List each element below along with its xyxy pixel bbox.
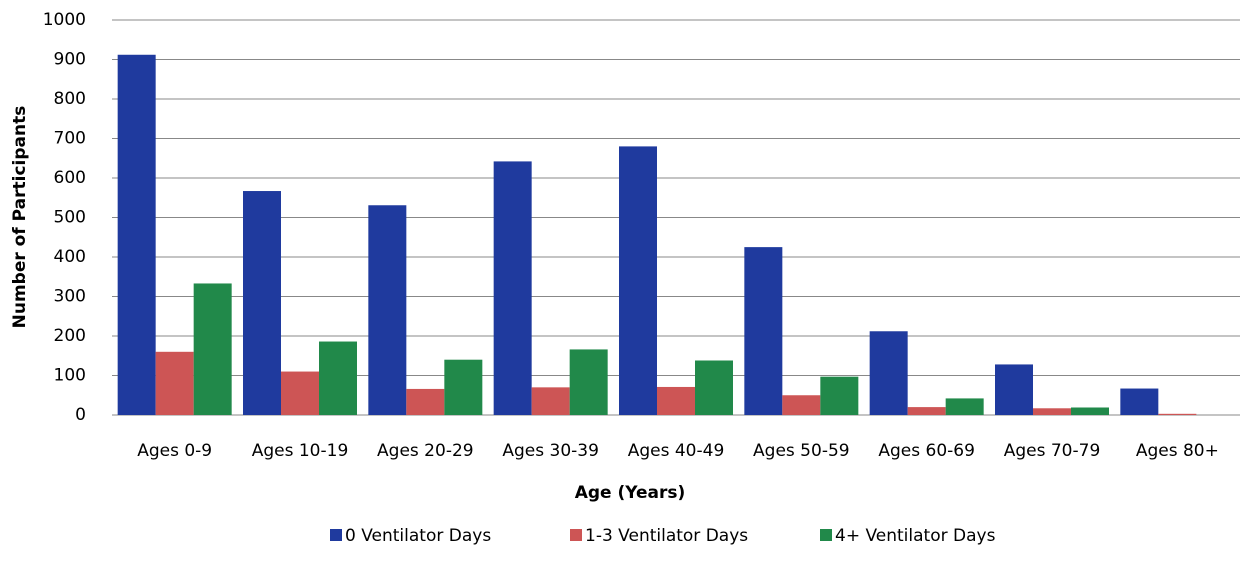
- bar: [531, 387, 570, 415]
- bar: [1033, 408, 1071, 415]
- x-tick-label: Ages 10-19: [252, 441, 349, 461]
- legend-label: 1-3 Ventilator Days: [585, 526, 748, 546]
- x-tick-label: Ages 0-9: [137, 441, 212, 461]
- bar: [995, 364, 1033, 415]
- bar: [117, 54, 156, 415]
- y-tick-label: 200: [54, 326, 86, 346]
- bar: [493, 161, 532, 415]
- bar: [368, 205, 407, 415]
- y-tick-label: 900: [54, 50, 86, 70]
- legend-swatch: [330, 529, 342, 541]
- x-tick-label: Ages 70-79: [1004, 441, 1101, 461]
- legend-swatch: [570, 529, 582, 541]
- bar: [569, 349, 608, 415]
- y-tick-label: 1000: [43, 10, 86, 30]
- bar: [193, 283, 232, 415]
- bar: [869, 331, 908, 415]
- y-tick-label: 600: [54, 168, 86, 188]
- bar: [945, 398, 984, 415]
- bar: [907, 407, 946, 415]
- bar: [1120, 388, 1159, 415]
- bar: [406, 388, 445, 415]
- bar: [782, 395, 821, 415]
- bar: [695, 360, 733, 415]
- x-axis-label: Age (Years): [575, 483, 686, 503]
- bar: [319, 341, 357, 415]
- y-tick-label: 800: [54, 89, 86, 109]
- bar: [1071, 407, 1109, 415]
- bar: [619, 146, 657, 415]
- y-tick-label: 100: [54, 366, 86, 386]
- y-axis-label: Number of Participants: [10, 106, 30, 329]
- x-tick-label: Ages 40-49: [628, 441, 725, 461]
- x-tick-label: Ages 30-39: [502, 441, 599, 461]
- legend-label: 0 Ventilator Days: [345, 526, 491, 546]
- bar: [444, 359, 483, 415]
- legend-label: 4+ Ventilator Days: [835, 526, 996, 546]
- y-tick-label: 0: [75, 405, 86, 425]
- bar: [820, 376, 859, 415]
- x-tick-label: Ages 80+: [1136, 441, 1219, 461]
- x-tick-label: Ages 60-69: [878, 441, 975, 461]
- bar: [155, 351, 194, 415]
- bar: [243, 191, 281, 415]
- y-tick-label: 300: [54, 287, 86, 307]
- bar: [281, 371, 319, 415]
- x-tick-label: Ages 50-59: [753, 441, 850, 461]
- x-tick-label: Ages 20-29: [377, 441, 474, 461]
- bar: [744, 247, 783, 415]
- legend-swatch: [820, 529, 832, 541]
- bar: [657, 386, 695, 415]
- y-tick-label: 700: [54, 129, 86, 149]
- y-tick-label: 400: [54, 247, 86, 267]
- y-tick-label: 500: [54, 208, 86, 228]
- bar: [1158, 413, 1197, 415]
